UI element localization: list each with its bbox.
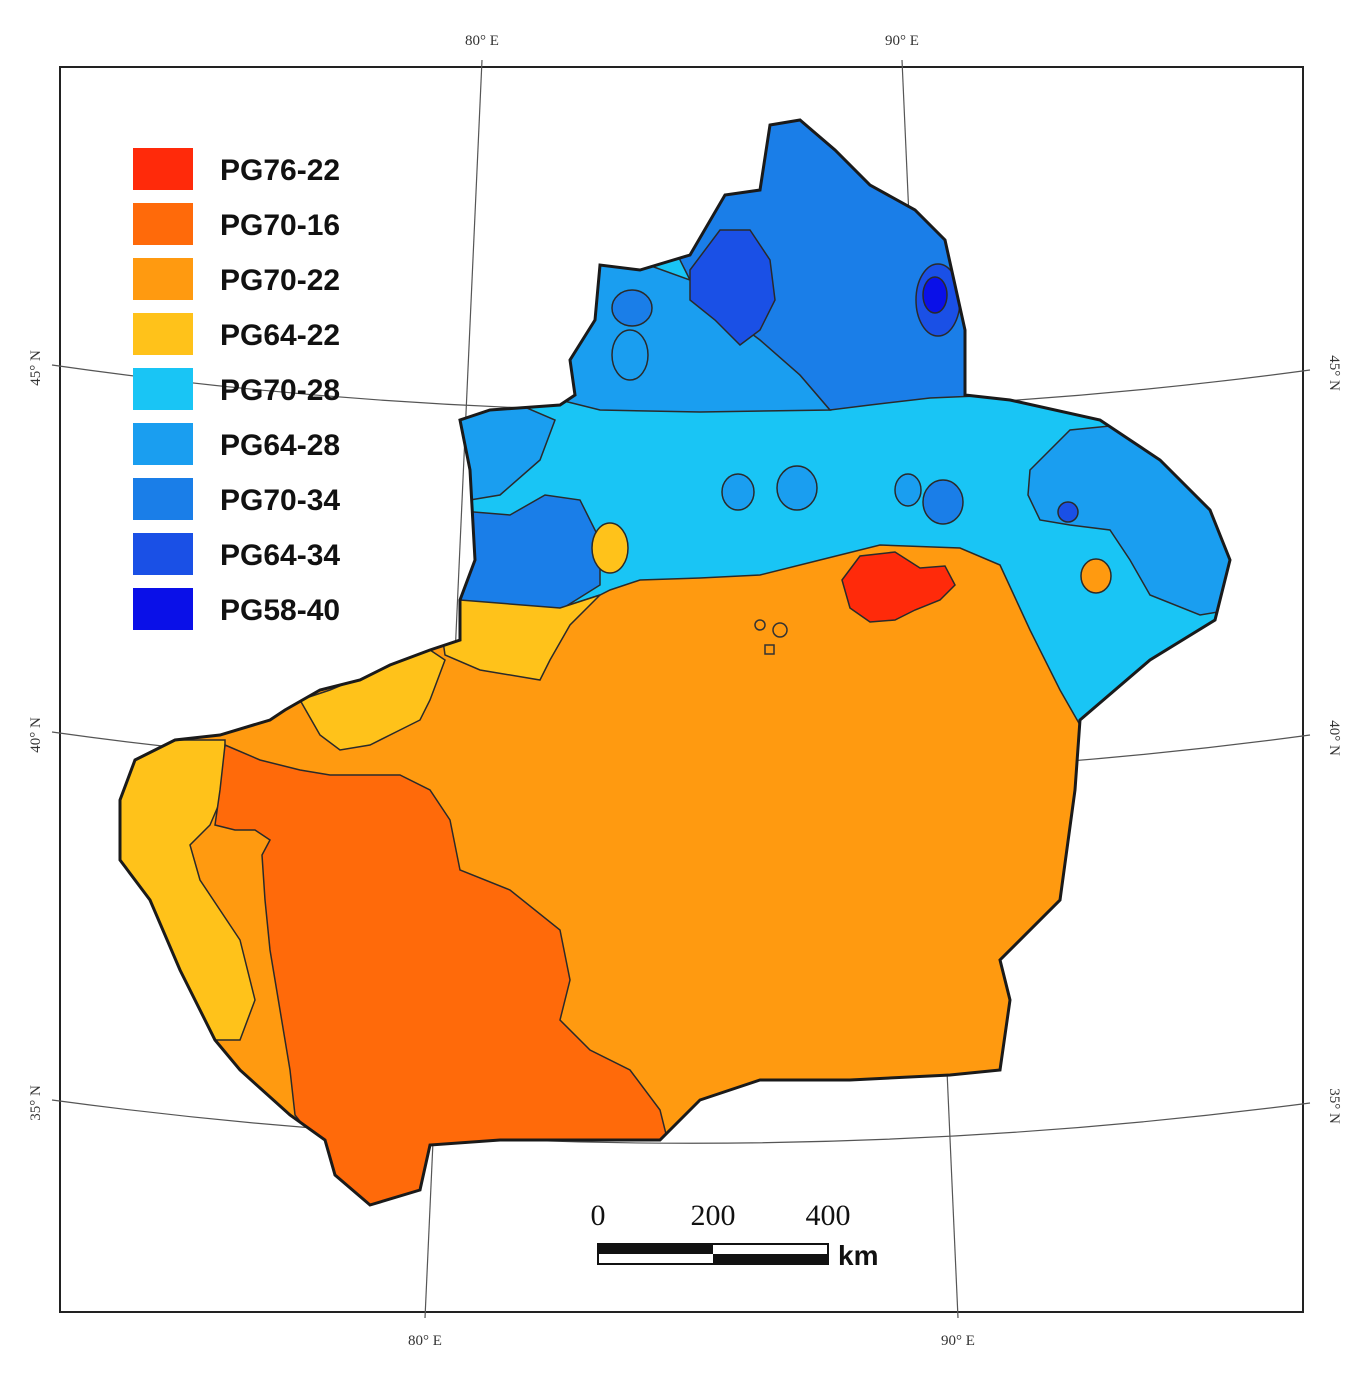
zone-pg76-22: [841, 551, 956, 623]
grid-label-bottom-80: 80° E: [408, 1333, 442, 1349]
grid-label-left-40: 40° N: [28, 717, 44, 753]
zone-pg64-22-dot: [591, 522, 629, 574]
scale-tick-200: 200: [691, 1199, 736, 1232]
legend-label-pg64-34: PG64-34: [220, 539, 340, 572]
scale-segment-2-bottom: [713, 1254, 828, 1264]
legend-swatch-pg64-28: [133, 423, 193, 465]
legend-swatch-pg70-22: [133, 258, 193, 300]
scale-segment-1-top: [598, 1244, 713, 1254]
map-frame: [59, 66, 1304, 1313]
zone-pg64-34-east-dot: [1057, 501, 1079, 523]
zone-pg58-40: [922, 276, 948, 314]
legend-swatch-pg64-34: [133, 533, 193, 575]
legend-swatch-pg64-22: [133, 313, 193, 355]
legend-swatch-pg70-28: [133, 368, 193, 410]
graticule-labels: 80° E 90° E 80° E 90° E 45° N 40° N 35° …: [28, 33, 1342, 1349]
zone-blob-4: [776, 465, 818, 511]
zone-blob-1: [611, 289, 653, 327]
grid-label-top-80: 80° E: [465, 33, 499, 49]
legend-label-pg58-40: PG58-40: [220, 594, 340, 627]
basin-markers: [754, 619, 788, 655]
grid-label-bottom-90: 90° E: [941, 1333, 975, 1349]
legend-swatch-pg70-16: [133, 203, 193, 245]
legend-swatch-pg76-22: [133, 148, 193, 190]
legend-label-pg64-22: PG64-22: [220, 319, 340, 352]
legend-label-pg76-22: PG76-22: [220, 154, 340, 187]
grid-label-right-45: 45° N: [1326, 355, 1342, 391]
legend-label-pg70-16: PG70-16: [220, 209, 340, 242]
grid-label-right-40: 40° N: [1326, 720, 1342, 756]
legend-label-pg70-22: PG70-22: [220, 264, 340, 297]
scale-bar: 0 200 400 km: [591, 1199, 879, 1271]
zone-blob-5: [894, 473, 922, 507]
legend-swatch-pg70-34: [133, 478, 193, 520]
zone-blob-6: [922, 479, 964, 525]
grid-label-top-90: 90° E: [885, 33, 919, 49]
zone-blob-2: [611, 329, 649, 381]
grid-label-left-35: 35° N: [28, 1085, 44, 1121]
zone-blob-3: [721, 473, 755, 511]
zone-pg70-22-east-dot: [1080, 558, 1112, 594]
zone-pg64-34-north: [689, 229, 776, 346]
scale-unit: km: [838, 1240, 878, 1271]
grid-label-left-45: 45° N: [28, 350, 44, 386]
legend-label-pg70-34: PG70-34: [220, 484, 340, 517]
legend-swatch-pg58-40: [133, 588, 193, 630]
legend-label-pg64-28: PG64-28: [220, 429, 340, 462]
scale-tick-0: 0: [591, 1199, 606, 1232]
parallel-35: [51, 1099, 1311, 1144]
grid-label-right-35: 35° N: [1326, 1088, 1342, 1124]
legend: PG76-22 PG70-16 PG70-22 PG64-22 PG70-28 PG64-…: [133, 148, 340, 630]
region-outline: [118, 118, 1232, 1207]
legend-label-pg70-28: PG70-28: [220, 374, 340, 407]
scale-tick-400: 400: [806, 1199, 851, 1232]
